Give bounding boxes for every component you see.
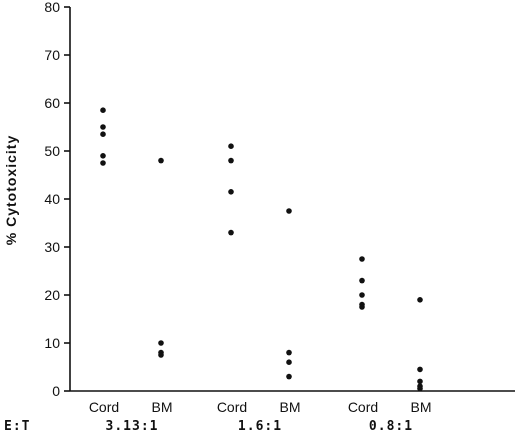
data-point: [417, 366, 423, 373]
y-tick-label: 70: [44, 47, 60, 63]
data-points: [100, 107, 423, 392]
y-tick-label: 20: [44, 287, 60, 303]
data-point: [158, 352, 164, 358]
data-point: [228, 157, 234, 164]
axis-labels: % Cytotoxicity E:T: [3, 135, 30, 434]
category-label: Cord: [217, 399, 247, 415]
data-point: [286, 359, 292, 366]
y-axis-title: % Cytotoxicity: [3, 135, 19, 245]
data-point: [417, 297, 423, 303]
y-tick-label: 30: [44, 239, 60, 255]
data-point: [359, 277, 365, 284]
y-tick-label: 50: [44, 143, 60, 159]
group-label: 3.13:1: [106, 419, 159, 434]
data-point: [100, 124, 106, 130]
data-point: [417, 385, 423, 392]
data-point: [100, 160, 106, 166]
data-point: [286, 373, 292, 380]
category-label: Cord: [89, 399, 119, 415]
data-point: [286, 208, 292, 214]
data-point: [286, 349, 292, 356]
data-point: [228, 189, 234, 195]
y-axis: 0 10 20 30 40 50 60 70 80: [44, 0, 71, 399]
data-point: [228, 143, 234, 149]
data-point: [359, 256, 365, 262]
data-point: [158, 157, 164, 164]
y-tick-label: 80: [44, 0, 60, 15]
data-point: [417, 378, 423, 385]
category-label: BM: [280, 399, 301, 415]
y-tick-label: 40: [44, 191, 60, 207]
x-axis: 3.13:1 Cord BM 1.6:1 Cord BM 0.8:1 Cord BM: [70, 390, 515, 434]
data-point: [359, 292, 365, 298]
group-label: 1.6:1: [238, 419, 282, 434]
data-point: [359, 304, 365, 310]
y-tick-label: 60: [44, 95, 60, 111]
y-tick-label: 10: [44, 335, 60, 351]
data-point: [100, 131, 106, 137]
category-label: BM: [152, 399, 173, 415]
x-axis-title: E:T: [4, 419, 30, 434]
data-point: [100, 153, 106, 159]
category-label: BM: [411, 399, 432, 415]
data-point: [100, 107, 106, 113]
category-label: Cord: [348, 399, 378, 415]
data-point: [228, 229, 234, 236]
data-point: [158, 340, 164, 346]
y-tick-label: 0: [52, 383, 60, 399]
group-label: 0.8:1: [369, 419, 413, 434]
